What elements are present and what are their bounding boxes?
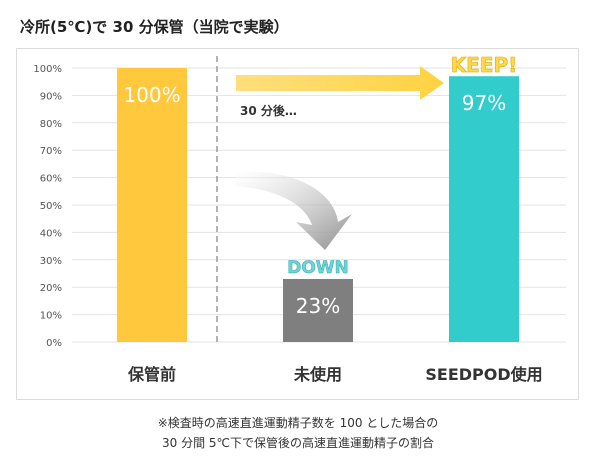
footnote-line-2: 30 分間 5℃下で保管後の高速直進運動精子の割合	[161, 436, 434, 450]
bar-value-label: 23%	[296, 294, 340, 318]
right-arrow-shape	[236, 66, 444, 100]
bar-value-label: 100%	[123, 83, 180, 107]
y-tick-label: 60%	[40, 174, 62, 185]
x-tick-label: SEEDPOD使用	[425, 365, 542, 384]
y-tick-label: 30%	[40, 256, 62, 267]
chart-title: 冷所(5℃)で 30 分保管（当院で実験）	[20, 18, 289, 36]
bar	[283, 278, 353, 342]
footnote-line-1: ※検査時の高速直進運動精子数を 100 とした場合の	[157, 416, 439, 430]
y-tick-label: 50%	[40, 201, 62, 212]
y-tick-label: 20%	[40, 283, 62, 294]
y-tick-label: 70%	[40, 146, 62, 157]
x-axis-labels: 保管前 未使用 SEEDPOD使用	[127, 365, 543, 384]
y-tick-label: 10%	[40, 311, 62, 322]
y-tick-label: 80%	[40, 119, 62, 130]
bar-value-label: 97%	[462, 91, 506, 115]
bars: 100% 23% 97%	[117, 68, 519, 342]
x-tick-label: 未使用	[293, 365, 342, 384]
x-tick-label: 保管前	[127, 365, 176, 384]
bar	[449, 76, 519, 342]
bar	[117, 68, 187, 342]
y-axis-ticks: 0% 10% 20% 30% 40% 50% 60% 70% 80% 90% 100%	[33, 64, 62, 349]
annotations: 30 分後… KEEP! DOWN	[236, 53, 518, 278]
keep-label: KEEP!	[451, 53, 518, 77]
down-label: DOWN	[287, 258, 349, 278]
curved-down-arrow-shape	[236, 171, 352, 250]
arrow-caption: 30 分後…	[240, 103, 297, 118]
y-tick-label: 40%	[40, 228, 62, 239]
y-tick-label: 0%	[46, 338, 62, 349]
y-tick-label: 100%	[33, 64, 62, 75]
y-tick-label: 90%	[40, 91, 62, 102]
